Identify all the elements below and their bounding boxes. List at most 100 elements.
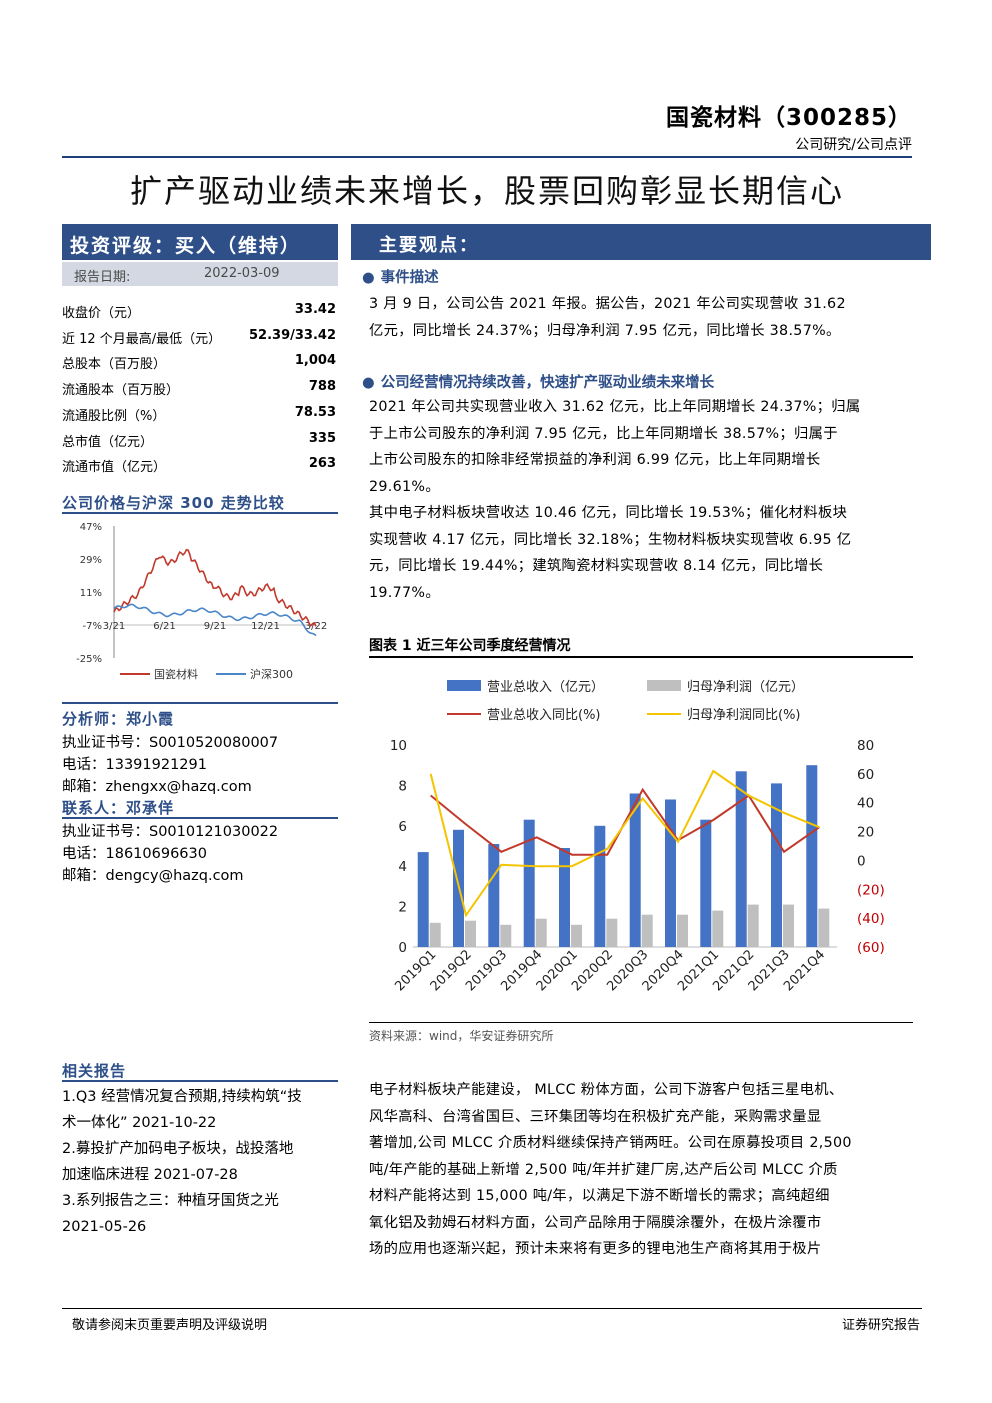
stat-row: 总股本（百万股） 1,004 (62, 353, 336, 379)
report-date-label: 报告日期: (74, 270, 131, 285)
index-price-line (113, 603, 317, 637)
price-y-tick: 29% (80, 555, 102, 566)
related-list: 1.Q3 经营情况复合预期,持续构筑“技 术一体化” 2021-10-22 2.… (62, 1084, 342, 1240)
netprofit-bar (818, 908, 830, 947)
related-item[interactable]: 2021-05-26 (62, 1219, 147, 1235)
stat-value: 33.42 (294, 302, 336, 317)
right-axis-tick: (60) (857, 940, 885, 956)
stat-row: 流通市值（亿元） 263 (62, 456, 336, 482)
page-title: 扩产驱动业绩未来增长，股票回购彰显长期信心 (129, 172, 844, 210)
report-date-row: 报告日期: 2022-03-09 (62, 262, 338, 286)
netprofit-bar (571, 924, 582, 947)
netprofit-bar (606, 918, 618, 947)
section-event-text: 3 月 9 日，公司公告 2021 年报。据公告，2021 年公司实现营收 31… (369, 296, 846, 339)
netprofit-bar (712, 910, 724, 947)
contact-info: 执业证书号：S0010121030022 电话：18610696630 邮箱：d… (62, 821, 342, 887)
netprofit-bar (783, 904, 794, 947)
figure-title: 图表 1 近三年公司季度经营情况 (369, 638, 571, 654)
revenue-bar (771, 783, 782, 947)
price-x-tick: 6/21 (153, 621, 175, 632)
revenue-bar (488, 844, 500, 947)
left-axis-tick: 10 (390, 738, 407, 754)
stock-price-line (113, 548, 317, 627)
related-item[interactable]: 术一体化” 2021-10-22 (62, 1115, 217, 1131)
analyst-email[interactable]: 邮箱：zhengxx@hazq.com (62, 779, 252, 795)
contact-heading: 联系人：邓承佯 (62, 799, 175, 817)
right-axis-tick: 60 (857, 767, 874, 783)
related-heading: 相关报告 (62, 1062, 127, 1080)
header-divider (62, 156, 912, 158)
revenue-bar (735, 771, 747, 947)
netprofit-bar (429, 922, 441, 947)
stat-row: 流通股本（百万股） 788 (62, 379, 336, 405)
netprofit-yoy-line (429, 769, 820, 918)
right-axis-tick: 40 (857, 796, 874, 812)
left-axis-tick: 4 (398, 859, 407, 875)
stat-label: 流通股本（百万股） (62, 383, 180, 399)
contact-phone: 电话：18610696630 (62, 846, 207, 862)
revenue-bar (559, 848, 570, 947)
right-axis-tick: 20 (857, 825, 874, 841)
legend-swatch (447, 680, 481, 691)
main-points-banner: 主要观点： (351, 224, 931, 260)
analyst-phone: 电话：13391921291 (62, 757, 207, 773)
stat-value: 52.39/33.42 (249, 327, 336, 343)
figure-source: 资料来源：wind，华安证券研究所 (369, 1029, 554, 1043)
left-axis-tick: 6 (398, 819, 407, 835)
stat-row: 流通股比例（%） 78.53 (62, 405, 336, 431)
price-x-tick: 9/21 (204, 621, 226, 632)
netprofit-bar (747, 904, 759, 947)
stat-label: 收盘价（元） (62, 306, 141, 321)
related-item[interactable]: 2.募投扩产加码电子板块，战投落地 (62, 1141, 294, 1157)
analyst-heading: 分析师：郑小霞 (62, 710, 175, 728)
company-title: 国瓷材料（300285） (665, 105, 912, 131)
netprofit-bar (500, 924, 512, 947)
price-x-tick: 3/21 (103, 621, 125, 632)
price-y-tick: -25% (76, 654, 102, 665)
stat-label: 总股本（百万股） (62, 357, 167, 373)
report-date-value: 2022-03-09 (204, 266, 280, 281)
contact-email[interactable]: 邮箱：dengcy@hazq.com (62, 868, 244, 884)
revenue-bar (665, 799, 676, 947)
side-divider (62, 1080, 338, 1082)
contact-cert: 执业证书号：S0010121030022 (62, 824, 279, 840)
stat-value: 78.53 (294, 404, 336, 420)
revenue-bar (806, 765, 818, 947)
left-axis-tick: 2 (398, 900, 407, 916)
price-chart-heading: 公司价格与沪深 300 走势比较 (62, 494, 285, 512)
report-category: 公司研究/公司点评 (795, 137, 912, 153)
revenue-bar (594, 825, 606, 947)
related-item[interactable]: 1.Q3 经营情况复合预期,持续构筑“技 (62, 1089, 302, 1105)
legend-label: 营业总收入同比(%) (487, 708, 601, 723)
related-item[interactable]: 3.系列报告之三：种植牙国货之光 (62, 1193, 279, 1209)
netprofit-bar (677, 914, 688, 947)
section-capacity-text: 电子材料板块产能建设， MLCC 粉体方面，公司下游客户包括三星电机、 风华高科… (369, 1082, 852, 1257)
netprofit-bar (641, 914, 653, 947)
revenue-bar (629, 793, 641, 947)
price-y-tick: -7% (83, 621, 102, 632)
price-trend-chart: 47% 29% 11% -7% -25% 3/21 6/21 9/21 12/21 3/22 国瓷… (76, 522, 327, 681)
side-divider (62, 512, 338, 514)
stat-row: 总市值（亿元） 335 (62, 431, 336, 457)
related-item[interactable]: 加速临床进程 2021-07-28 (62, 1167, 238, 1183)
side-divider (62, 817, 338, 819)
price-x-tick: 3/22 (305, 621, 327, 632)
right-axis-tick: 80 (857, 738, 874, 754)
price-y-tick: 47% (80, 522, 102, 533)
bullet-icon: ● (362, 270, 375, 286)
legend-index-label: 沪深300 (250, 667, 293, 681)
quarterly-chart: 营业总收入（亿元） 归母净利润（亿元） 营业总收入同比(%) 归母净利润同比(%) 1… (390, 680, 885, 994)
section-ops-heading: ● 公司经营情况持续改善，快速扩产驱动业绩未来增长 (362, 375, 715, 391)
revenue-bar (523, 819, 535, 947)
netprofit-bar (535, 918, 547, 947)
side-divider (62, 702, 338, 704)
netprofit-bar (465, 920, 476, 947)
footer-disclaimer: 敬请参阅末页重要声明及评级说明 (72, 1318, 268, 1333)
footer-divider (62, 1308, 922, 1309)
right-axis-tick: (20) (857, 882, 885, 898)
rating-banner: 投资评级：买入（维持） (62, 224, 338, 260)
stat-value: 263 (308, 456, 336, 472)
stat-label: 流通股比例（%） (62, 408, 166, 424)
stat-value: 788 (308, 379, 336, 395)
figure-bottom-rule (369, 1022, 913, 1023)
